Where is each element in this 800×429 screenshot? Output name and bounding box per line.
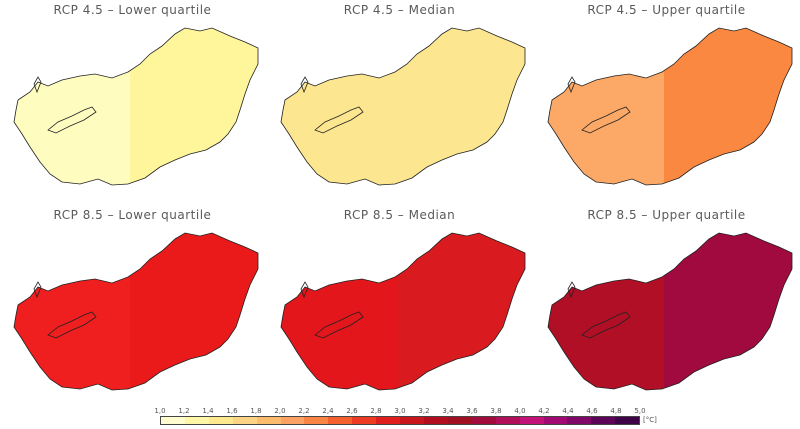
lake-neusiedl: [33, 76, 42, 94]
legend-swatch: [615, 417, 640, 424]
legend-tick-label: 2,2: [298, 407, 310, 415]
legend-swatch: [161, 417, 185, 424]
country-border: [13, 27, 259, 186]
legend-unit: [°C]: [643, 416, 657, 424]
lake-balaton: [47, 311, 97, 339]
country-border: [280, 27, 526, 186]
panel-title: RCP 4.5 – Upper quartile: [587, 3, 746, 17]
accent-region: [664, 28, 792, 185]
country-border: [547, 27, 793, 186]
hungary-map: [547, 232, 793, 391]
legend-tick-label: 2,0: [274, 407, 286, 415]
legend-tick-label: 2,8: [370, 407, 382, 415]
hungary-map: [13, 232, 259, 391]
map-panel-rcp45-median: RCP 4.5 – Median: [267, 0, 532, 200]
legend-tick-label: 4,4: [562, 407, 574, 415]
legend-swatch: [567, 417, 592, 424]
map-panel-rcp85-median: RCP 8.5 – Median: [267, 205, 532, 405]
accent-region: [664, 233, 792, 390]
legend-tick-label: 3,4: [442, 407, 454, 415]
legend-swatch: [352, 417, 377, 424]
hungary-map: [280, 27, 526, 186]
legend-swatch: [328, 417, 353, 424]
legend-swatch: [208, 417, 233, 424]
panel-title: RCP 4.5 – Lower quartile: [53, 3, 212, 17]
map-panel-rcp85-upper: RCP 8.5 – Upper quartile: [534, 205, 799, 405]
legend-swatch: [591, 417, 616, 424]
legend-swatch: [256, 417, 281, 424]
panel-title: RCP 8.5 – Median: [343, 208, 456, 222]
legend-swatch: [232, 417, 257, 424]
legend-tick-label: 3,8: [490, 407, 502, 415]
map-panel-rcp45-lower: RCP 4.5 – Lower quartile: [0, 0, 265, 200]
map-panel-rcp45-upper: RCP 4.5 – Upper quartile: [534, 0, 799, 200]
country-border: [547, 232, 793, 391]
legend-swatch: [495, 417, 520, 424]
accent-region: [130, 233, 258, 390]
legend-tick-label: 1,4: [202, 407, 214, 415]
legend-swatch: [376, 417, 401, 424]
legend-tick-label: 1,0: [154, 407, 166, 415]
legend-tick-label: 5,0: [634, 407, 646, 415]
legend-tick-label: 2,4: [322, 407, 334, 415]
hungary-map: [13, 27, 259, 186]
country-border: [280, 232, 526, 391]
legend-swatch: [447, 417, 472, 424]
legend-tick-label: 3,0: [394, 407, 406, 415]
lake-neusiedl: [300, 76, 309, 94]
legend-tick-label: 1,8: [250, 407, 262, 415]
accent-region: [130, 28, 258, 185]
lake-balaton: [581, 311, 631, 339]
accent-region: [397, 233, 525, 390]
legend-tick-label: 4,6: [586, 407, 598, 415]
legend-color-bar: [160, 416, 640, 425]
legend-swatch: [519, 417, 544, 424]
legend-swatch: [423, 417, 448, 424]
legend-tick-labels: 1,0 1,2 1,4 1,6 1,8 2,0 2,2 2,4 2,6 2,8 3,0 3,2 3,4 3…: [154, 407, 645, 416]
panel-title: RCP 8.5 – Upper quartile: [587, 208, 746, 222]
panel-title: RCP 8.5 – Lower quartile: [53, 208, 212, 222]
legend-tick-label: 3,6: [466, 407, 478, 415]
map-panel-rcp85-lower: RCP 8.5 – Lower quartile: [0, 205, 265, 405]
legend-tick-label: 4,8: [610, 407, 622, 415]
lake-balaton: [314, 106, 364, 134]
color-legend: 1,0 1,2 1,4 1,6 1,8 2,0 2,2 2,4 2,6 2,8 3,0 3,2 3,4 3…: [154, 407, 646, 425]
legend-tick-label: 2,6: [346, 407, 358, 415]
lake-balaton: [581, 106, 631, 134]
lake-neusiedl: [300, 281, 309, 299]
lake-balaton: [314, 311, 364, 339]
panel-title: RCP 4.5 – Median: [343, 3, 456, 17]
legend-tick-label: 1,6: [226, 407, 238, 415]
legend-swatch: [471, 417, 496, 424]
lake-neusiedl: [33, 281, 42, 299]
legend-swatch: [543, 417, 568, 424]
lake-balaton: [47, 106, 97, 134]
legend-tick-label: 4,2: [538, 407, 550, 415]
country-border: [13, 232, 259, 391]
hungary-map: [280, 232, 526, 391]
legend-swatch: [184, 417, 209, 424]
legend-tick-label: 3,2: [418, 407, 430, 415]
legend-swatch: [280, 417, 305, 424]
accent-region: [397, 28, 525, 185]
lake-neusiedl: [567, 76, 576, 94]
hungary-map: [547, 27, 793, 186]
legend-tick-label: 4,0: [514, 407, 526, 415]
legend-swatch: [400, 417, 424, 424]
lake-neusiedl: [567, 281, 576, 299]
legend-swatch: [304, 417, 329, 424]
legend-tick-label: 1,2: [178, 407, 190, 415]
